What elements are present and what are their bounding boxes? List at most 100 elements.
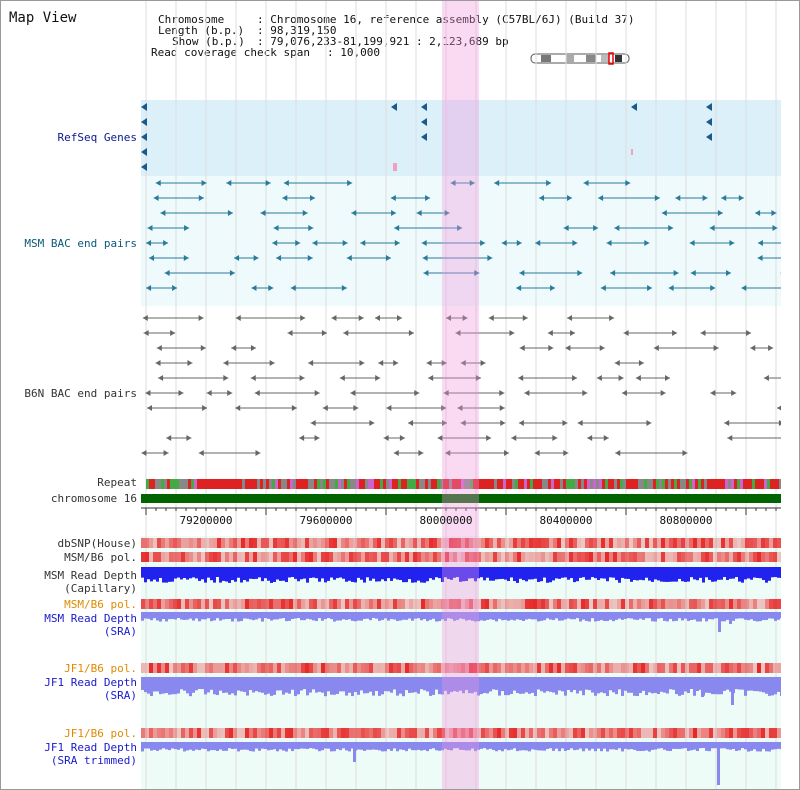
msm-b6-pol-strip-2 bbox=[413, 599, 417, 609]
msm-depth-sra-bar bbox=[495, 612, 498, 622]
msm-b6-pol-strip bbox=[213, 552, 217, 562]
jf1-depth-trim-bar bbox=[303, 742, 306, 749]
jf1-depth-sra-bar bbox=[696, 677, 699, 692]
msm-b6-pol-strip-2 bbox=[337, 599, 341, 609]
msm-depth-capillary-bar bbox=[240, 567, 243, 583]
msm-bac-pair bbox=[273, 225, 279, 231]
msm-b6-pol-strip bbox=[281, 552, 285, 562]
track-area[interactable] bbox=[141, 1, 781, 790]
msm-depth-sra-bar bbox=[636, 612, 639, 620]
msm-depth-capillary-bar bbox=[282, 567, 285, 581]
msm-b6-pol-strip-2 bbox=[341, 599, 345, 609]
jf1-depth-trim-bar bbox=[156, 742, 159, 751]
jf1-depth-sra-bar bbox=[306, 677, 309, 696]
jf1-b6-pol-strip-2 bbox=[289, 728, 293, 738]
msm-depth-capillary-bar bbox=[450, 567, 453, 580]
jf1-depth-trim-bar bbox=[297, 742, 300, 750]
msm-bac-pair bbox=[172, 285, 178, 291]
jf1-depth-trim-bar bbox=[168, 742, 171, 751]
jf1-depth-sra-bar bbox=[342, 677, 345, 692]
msm-b6-pol-strip-2 bbox=[437, 599, 441, 609]
jf1-b6-pol-strip-2 bbox=[153, 728, 157, 738]
msm-b6-pol-strip-2 bbox=[681, 599, 685, 609]
msm-bac-pair bbox=[771, 210, 777, 216]
jf1-b6-pol-strip-2 bbox=[633, 728, 637, 738]
repeat-segment bbox=[647, 479, 650, 489]
repeat-segment bbox=[764, 479, 767, 489]
repeat-segment bbox=[152, 479, 155, 489]
dbsnp-strip bbox=[653, 538, 657, 548]
repeat-segment bbox=[557, 479, 560, 489]
b6n-bac-pair bbox=[350, 390, 356, 396]
jf1-depth-sra-bar bbox=[453, 677, 456, 692]
msm-b6-pol-strip-2 bbox=[477, 599, 481, 609]
jf1-depth-trim-bar bbox=[483, 742, 486, 749]
b6n-bac-pair bbox=[414, 390, 420, 396]
msm-b6-pol-strip-2 bbox=[421, 599, 425, 609]
msm-depth-sra-bar bbox=[648, 612, 651, 619]
jf1-b6-pol-strip bbox=[765, 663, 769, 673]
msm-depth-sra-bar bbox=[702, 612, 705, 619]
msm-bac-pair bbox=[741, 285, 747, 291]
msm-depth-sra-bar bbox=[501, 612, 504, 621]
msm-depth-sra-bar bbox=[171, 612, 174, 620]
jf1-depth-sra-bar bbox=[174, 677, 177, 695]
jf1-b6-pol-strip bbox=[517, 663, 521, 673]
jf1-b6-pol-strip bbox=[257, 663, 261, 673]
jf1-depth-trim-bar bbox=[603, 742, 606, 749]
dbsnp-strip bbox=[749, 538, 753, 548]
jf1-b6-pol-strip bbox=[493, 663, 497, 673]
msm-b6-pol-strip-2 bbox=[585, 599, 589, 609]
repeat-segment bbox=[503, 479, 506, 489]
msm-b6-pol-strip-2 bbox=[537, 599, 541, 609]
b6n-bac-pair bbox=[343, 330, 349, 336]
msm-depth-sra-bar bbox=[639, 612, 642, 619]
msm-depth-capillary-bar bbox=[378, 567, 381, 582]
jf1-b6-pol-strip bbox=[625, 663, 629, 673]
repeat-segment bbox=[755, 479, 758, 489]
jf1-b6-pol-strip-2 bbox=[449, 728, 453, 738]
repeat-segment bbox=[179, 479, 182, 489]
msm-bac-pair bbox=[668, 225, 674, 231]
dbsnp-strip bbox=[669, 538, 673, 548]
repeat-segment bbox=[305, 479, 308, 489]
msm-depth-sra-bar bbox=[777, 612, 780, 620]
msm-depth-capillary-bar bbox=[444, 567, 447, 578]
msm-b6-pol-strip bbox=[165, 552, 169, 562]
jf1-depth-sra-bar bbox=[714, 677, 717, 695]
jf1-b6-pol-strip bbox=[725, 663, 729, 673]
msm-b6-pol-strip bbox=[597, 552, 601, 562]
msm-depth-capillary-bar bbox=[423, 567, 426, 583]
jf1-b6-pol-strip-2 bbox=[429, 728, 433, 738]
dbsnp-strip bbox=[629, 538, 633, 548]
dbsnp-strip bbox=[657, 538, 661, 548]
jf1-depth-trim-bar bbox=[723, 742, 726, 749]
msm-b6-pol-strip bbox=[697, 552, 701, 562]
msm-depth-sra-bar bbox=[519, 612, 522, 621]
msm-depth-capillary-bar bbox=[471, 567, 474, 579]
msm-bac-pair bbox=[351, 210, 357, 216]
jf1-b6-pol-strip bbox=[685, 663, 689, 673]
jf1-b6-pol-strip bbox=[605, 663, 609, 673]
jf1-depth-sra-bar bbox=[330, 677, 333, 695]
jf1-depth-trim-bar bbox=[153, 742, 156, 750]
msm-bac-pair bbox=[757, 255, 763, 261]
jf1-b6-pol-strip-2 bbox=[417, 728, 421, 738]
jf1-b6-pol-strip-2 bbox=[753, 728, 757, 738]
tracks-canvas[interactable] bbox=[141, 1, 781, 790]
msm-depth-sra-bar bbox=[540, 612, 543, 621]
refseq-track-bg bbox=[141, 100, 781, 176]
msm-depth-sra-bar bbox=[231, 612, 234, 622]
refseq-gene-mark bbox=[421, 103, 427, 111]
msm-b6-pol-strip bbox=[745, 552, 749, 562]
msm-depth-capillary-bar bbox=[579, 567, 582, 578]
jf1-b6-pol-strip bbox=[689, 663, 693, 673]
jf1-depth-trim-bar bbox=[282, 742, 285, 751]
msm-b6-pol-strip bbox=[145, 552, 149, 562]
jf1-b6-pol-strip-2 bbox=[317, 728, 321, 738]
repeat-segment bbox=[593, 479, 596, 489]
jf1-depth-trim-bar bbox=[756, 742, 759, 752]
refseq-gene-mark bbox=[631, 103, 637, 111]
msm-depth-sra-bar bbox=[285, 612, 288, 622]
msm-b6-pol-strip bbox=[693, 552, 697, 562]
